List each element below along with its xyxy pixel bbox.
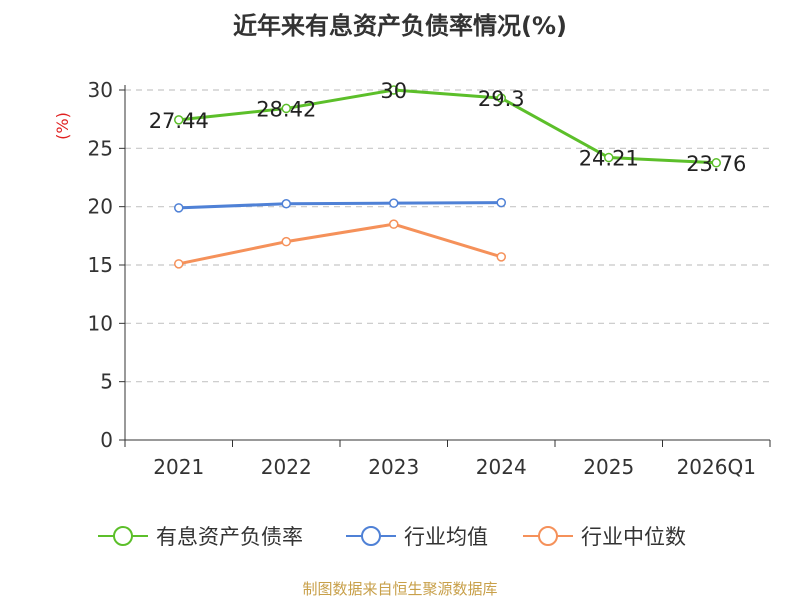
data-point[interactable]: [281, 236, 291, 247]
source-note: 制图数据来自恒生聚源数据库: [302, 580, 498, 598]
y-tick-label: 5: [100, 370, 113, 394]
x-tick-label: 2023: [368, 455, 419, 479]
data-point[interactable]: [389, 198, 399, 208]
data-point[interactable]: [281, 199, 291, 209]
legend-label: 行业中位数: [581, 525, 686, 549]
data-point[interactable]: [174, 259, 184, 269]
legend-marker-icon: [523, 526, 573, 546]
y-tick-label: 25: [88, 136, 113, 160]
y-tick-label: 30: [88, 78, 113, 102]
data-label: 28.42: [256, 97, 316, 121]
y-tick-label: 15: [88, 253, 113, 277]
data-label: 23.76: [686, 152, 746, 176]
data-labels: 27.44 28.42 30 29.3 24.21 23.76: [149, 79, 747, 176]
series-line-0: [178, 88, 717, 165]
grid-lines: [125, 89, 770, 383]
data-label: 29.3: [478, 87, 525, 111]
data-label: 24.21: [579, 147, 639, 171]
x-tick-label: 2026Q1: [677, 455, 756, 479]
legend-marker-icon: [346, 526, 396, 546]
data-point[interactable]: [174, 203, 184, 213]
x-tick-label: 2022: [261, 455, 312, 479]
data-point[interactable]: [174, 115, 184, 125]
data-point[interactable]: [496, 93, 506, 103]
data-point[interactable]: [496, 252, 506, 262]
legend-marker-icon: [98, 526, 148, 546]
data-point[interactable]: [496, 197, 506, 208]
data-point[interactable]: [281, 103, 291, 114]
legend-item-industry-mean[interactable]: 行业均值: [346, 521, 488, 551]
series-line-2: [178, 222, 502, 266]
y-tick-label: 10: [88, 311, 113, 335]
y-axis-label: (%): [53, 112, 72, 140]
x-tick-label: 2025: [583, 455, 634, 479]
x-tick-label: 2021: [153, 455, 204, 479]
series-lines: [174, 85, 721, 269]
data-label: 27.44: [149, 109, 209, 133]
legend-label: 有息资产负债率: [156, 525, 303, 549]
legend-item-rate[interactable]: 有息资产负债率: [98, 521, 303, 551]
data-point[interactable]: [604, 152, 614, 163]
y-tick-label: 0: [100, 428, 113, 452]
data-point[interactable]: [389, 85, 399, 95]
y-tick-label: 20: [88, 195, 113, 219]
data-point[interactable]: [389, 219, 399, 229]
x-tick-label: 2024: [476, 455, 527, 479]
data-point[interactable]: [711, 158, 721, 168]
legend-label: 行业均值: [404, 525, 488, 549]
legend-item-industry-median[interactable]: 行业中位数: [523, 521, 686, 551]
chart-title: 近年来有息资产负债率情况(%): [233, 12, 567, 40]
series-line-1: [178, 201, 502, 210]
data-label: 30: [380, 79, 407, 103]
